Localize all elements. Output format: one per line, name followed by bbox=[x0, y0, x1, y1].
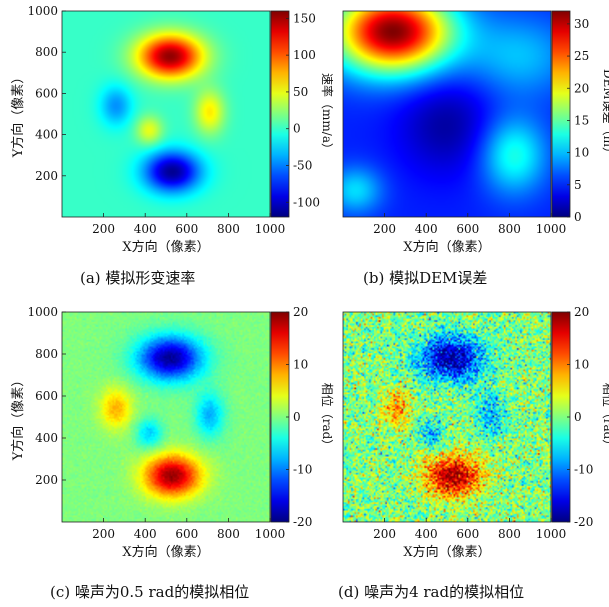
x-tick-label: 400 bbox=[415, 222, 438, 236]
x-tick-label: 1000 bbox=[255, 222, 286, 236]
axes-frame bbox=[342, 10, 552, 218]
y-tick-label: 1000 bbox=[27, 4, 58, 18]
x-axis-label: X方向（像素） bbox=[403, 239, 490, 255]
panel-3: 200 400 600 800 10002004006008001000X方向（像素）Y… bbox=[10, 305, 335, 601]
x-tick-label: 200 bbox=[373, 222, 396, 236]
colorbar-tick-label: 15 bbox=[574, 113, 589, 127]
x-tick-label: 200 bbox=[373, 527, 396, 541]
colorbar-tick-label: 20 bbox=[574, 305, 589, 319]
y-tick-label: 600 bbox=[35, 389, 58, 403]
colorbar-tick-label: 10 bbox=[293, 358, 308, 372]
panel-4: 200 400 600 800 1000 X方向（像素） -20 -10 0 10 20 相位（rad… bbox=[338, 305, 609, 601]
x-axis-label: X方向（像素） bbox=[403, 544, 490, 560]
panel-1: 200 400 600 800 10002004006008001000X方向（像素）Y… bbox=[10, 4, 335, 287]
y-tick-label: 600 bbox=[35, 86, 58, 100]
x-axis-label: X方向（像素） bbox=[122, 239, 209, 255]
colorbar-label: DEM误差（m） bbox=[601, 69, 609, 159]
colorbar-tick-label: 0 bbox=[574, 410, 582, 424]
heatmap-image bbox=[343, 11, 551, 217]
colorbar-tick-label: 10 bbox=[574, 146, 589, 160]
panel-caption: (c) 噪声为0.5 rad的模拟相位 bbox=[50, 583, 249, 601]
x-tick-label: 600 bbox=[175, 527, 198, 541]
x-axis-label: X方向（像素） bbox=[122, 544, 209, 560]
colorbar-tick-label: -100 bbox=[293, 195, 320, 209]
colorbar-tick-label: 100 bbox=[293, 48, 316, 62]
colorbar-tick-label: 0 bbox=[293, 122, 301, 136]
y-tick-label: 800 bbox=[35, 45, 58, 59]
heatmap-image bbox=[343, 312, 551, 522]
colorbar-tick-label: -20 bbox=[574, 515, 593, 529]
x-tick-label: 600 bbox=[456, 527, 479, 541]
colorbar-tick-label: 30 bbox=[574, 17, 589, 31]
x-tick-label: 1000 bbox=[255, 527, 286, 541]
x-tick-label: 1000 bbox=[536, 222, 567, 236]
colorbar-tick-label: 150 bbox=[293, 11, 316, 25]
colorbar-tick-label: 5 bbox=[574, 178, 582, 192]
colorbar-tick-label: 20 bbox=[293, 305, 308, 319]
y-tick-label: 200 bbox=[35, 473, 58, 487]
y-axis-label: Y方向（像素） bbox=[10, 374, 26, 462]
colorbar-tick-label: 20 bbox=[574, 81, 589, 95]
y-tick-label: 1000 bbox=[27, 305, 58, 319]
x-tick-label: 200 bbox=[92, 222, 115, 236]
colorbar-tick-label: 0 bbox=[574, 210, 582, 224]
panel-caption: (b) 模拟DEM误差 bbox=[363, 269, 487, 287]
x-tick-label: 400 bbox=[134, 527, 157, 541]
x-tick-label: 400 bbox=[415, 527, 438, 541]
colorbar-label: 相位（rad） bbox=[601, 383, 609, 452]
x-tick-label: 800 bbox=[498, 222, 521, 236]
y-tick-label: 400 bbox=[35, 128, 58, 142]
heatmap-image bbox=[62, 312, 270, 522]
x-tick-label: 800 bbox=[217, 527, 240, 541]
colorbar-tick-label: 50 bbox=[293, 85, 308, 99]
heatmap-image bbox=[62, 11, 270, 217]
axes-frame bbox=[61, 10, 271, 218]
axes-frame bbox=[61, 311, 271, 523]
y-tick-label: 200 bbox=[35, 169, 58, 183]
x-tick-label: 200 bbox=[92, 527, 115, 541]
x-tick-label: 400 bbox=[134, 222, 157, 236]
colorbar-tick-label: -10 bbox=[293, 463, 312, 477]
panel-2: 200 400 600 800 1000 X方向（像素） 0 5 10 15 20 25 30 DEM误差… bbox=[342, 10, 609, 287]
colorbar bbox=[551, 10, 571, 218]
axes-frame bbox=[342, 311, 552, 523]
x-tick-label: 800 bbox=[498, 527, 521, 541]
colorbar-tick-label: -50 bbox=[293, 159, 312, 173]
y-tick-label: 800 bbox=[35, 347, 58, 361]
colorbar-tick-label: 25 bbox=[574, 49, 589, 63]
x-tick-label: 600 bbox=[456, 222, 479, 236]
colorbar-tick-label: 10 bbox=[574, 358, 589, 372]
colorbar-tick-label: 0 bbox=[293, 410, 301, 424]
x-tick-label: 600 bbox=[175, 222, 198, 236]
panel-caption: (d) 噪声为4 rad的模拟相位 bbox=[338, 583, 524, 601]
x-tick-label: 1000 bbox=[536, 527, 567, 541]
y-axis-label: Y方向（像素） bbox=[10, 71, 26, 159]
colorbar-label: 速率（mm/a） bbox=[320, 73, 335, 155]
colorbar-tick-label: -20 bbox=[293, 515, 312, 529]
x-tick-label: 800 bbox=[217, 222, 240, 236]
colorbar bbox=[270, 10, 290, 218]
colorbar-tick-label: -10 bbox=[574, 463, 593, 477]
colorbar-label: 相位（rad） bbox=[320, 383, 335, 452]
y-tick-label: 400 bbox=[35, 431, 58, 445]
panel-caption: (a) 模拟形变速率 bbox=[80, 269, 195, 287]
